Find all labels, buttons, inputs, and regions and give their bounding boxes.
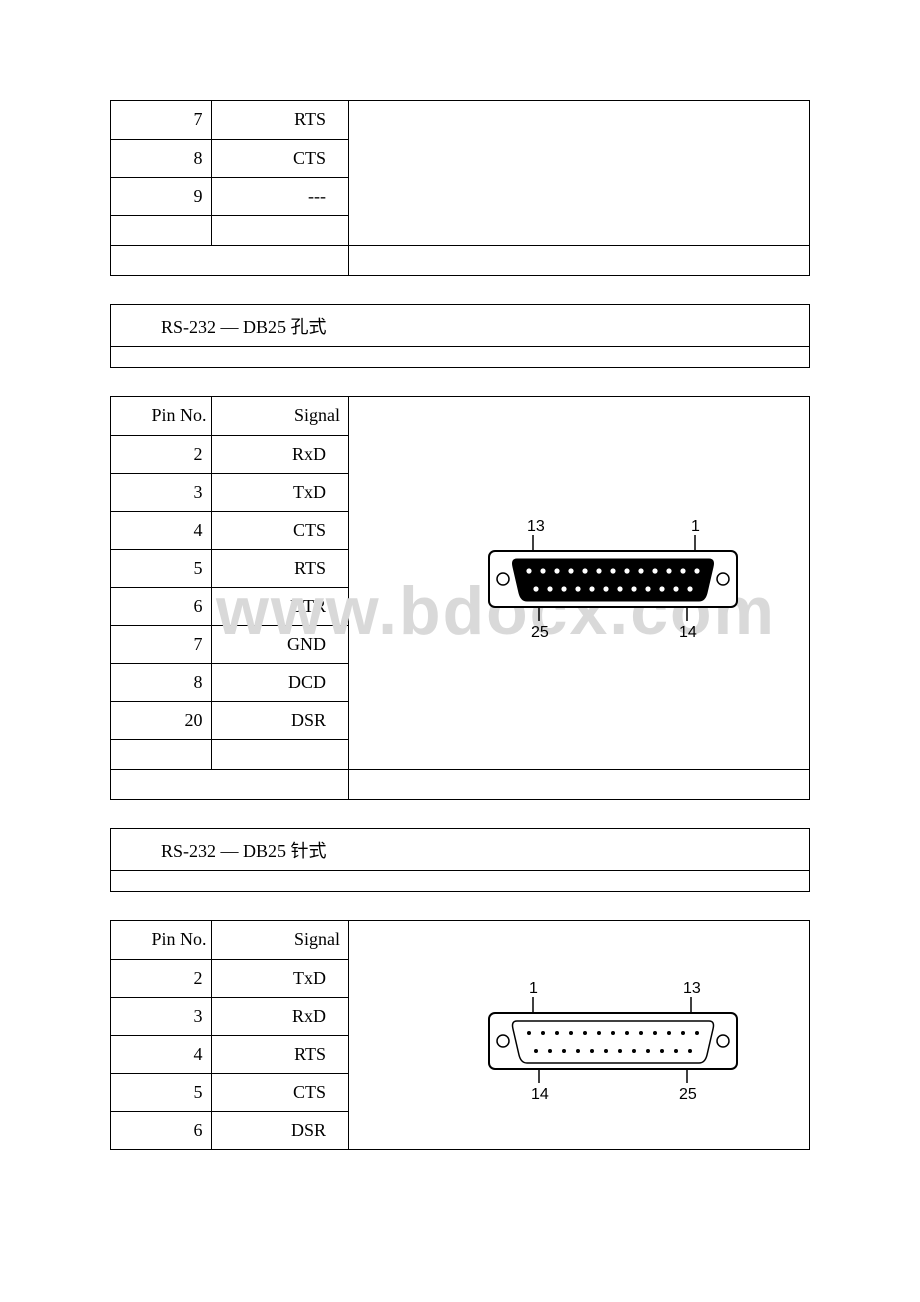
mounting-hole-icon — [497, 1035, 509, 1047]
pin-label-13: 13 — [527, 518, 545, 535]
table-row: 5CTS — [111, 1073, 348, 1111]
pin-label-13: 13 — [683, 980, 701, 997]
table-row — [111, 215, 348, 245]
table-row: 9--- — [111, 177, 348, 215]
table-header-row: Pin No.Signal — [111, 921, 348, 959]
table-header-row: Pin No.Signal — [111, 397, 348, 435]
table-row: 2TxD — [111, 959, 348, 997]
db25-female-table: Pin No.Signal 2RxD 3TxD 4CTS 5RTS 6DTR 7… — [111, 397, 348, 769]
table-row: 3RxD — [111, 997, 348, 1035]
db25-female-title: RS-232 — DB25 孔式 — [111, 305, 809, 347]
table-row — [111, 739, 348, 769]
mounting-hole-icon — [717, 1035, 729, 1047]
pin-label-25: 25 — [679, 1086, 697, 1103]
db25-male-table: Pin No.Signal 2TxD 3RxD 4RTS 5CTS 6DSR — [111, 921, 348, 1149]
table-row: 7RTS — [111, 101, 348, 139]
pin-label-1: 1 — [691, 518, 700, 535]
table-row: 2RxD — [111, 435, 348, 473]
db9-tail-table: 7RTS 8CTS 9--- — [111, 101, 348, 245]
db25-male-connector-diagram: 1 13 — [459, 963, 749, 1108]
pin-label-14: 14 — [679, 624, 697, 641]
table-row: 5RTS — [111, 549, 348, 587]
table-row: 3TxD — [111, 473, 348, 511]
db25-male-title: RS-232 — DB25 针式 — [111, 829, 809, 871]
pin-label-1: 1 — [529, 980, 538, 997]
table-row: 6DSR — [111, 1111, 348, 1149]
db25-male-title-box: RS-232 — DB25 针式 — [110, 828, 810, 892]
table-row: 4RTS — [111, 1035, 348, 1073]
table-row: 6DTR — [111, 587, 348, 625]
db25-female-table-col: Pin No.Signal 2RxD 3TxD 4CTS 5RTS 6DTR 7… — [111, 397, 349, 769]
db9-tail-table-col: 7RTS 8CTS 9--- — [111, 101, 349, 245]
db25-male-table-col: Pin No.Signal 2TxD 3RxD 4RTS 5CTS 6DSR — [111, 921, 349, 1149]
db25-male-box: Pin No.Signal 2TxD 3RxD 4RTS 5CTS 6DSR 1… — [110, 920, 810, 1150]
table-row: 4CTS — [111, 511, 348, 549]
table-row: 8CTS — [111, 139, 348, 177]
table-row: 20DSR — [111, 701, 348, 739]
db25-female-connector-diagram: 13 1 — [459, 511, 749, 656]
table-row: 7GND — [111, 625, 348, 663]
db9-tail-box: 7RTS 8CTS 9--- — [110, 100, 810, 276]
pin-label-14: 14 — [531, 1086, 549, 1103]
pin-label-25: 25 — [531, 624, 549, 641]
mounting-hole-icon — [497, 573, 509, 585]
mounting-hole-icon — [717, 573, 729, 585]
db25-female-title-box: RS-232 — DB25 孔式 — [110, 304, 810, 368]
db25-female-box: www.bdocx.com Pin No.Signal 2RxD 3TxD 4C… — [110, 396, 810, 800]
table-row: 8DCD — [111, 663, 348, 701]
